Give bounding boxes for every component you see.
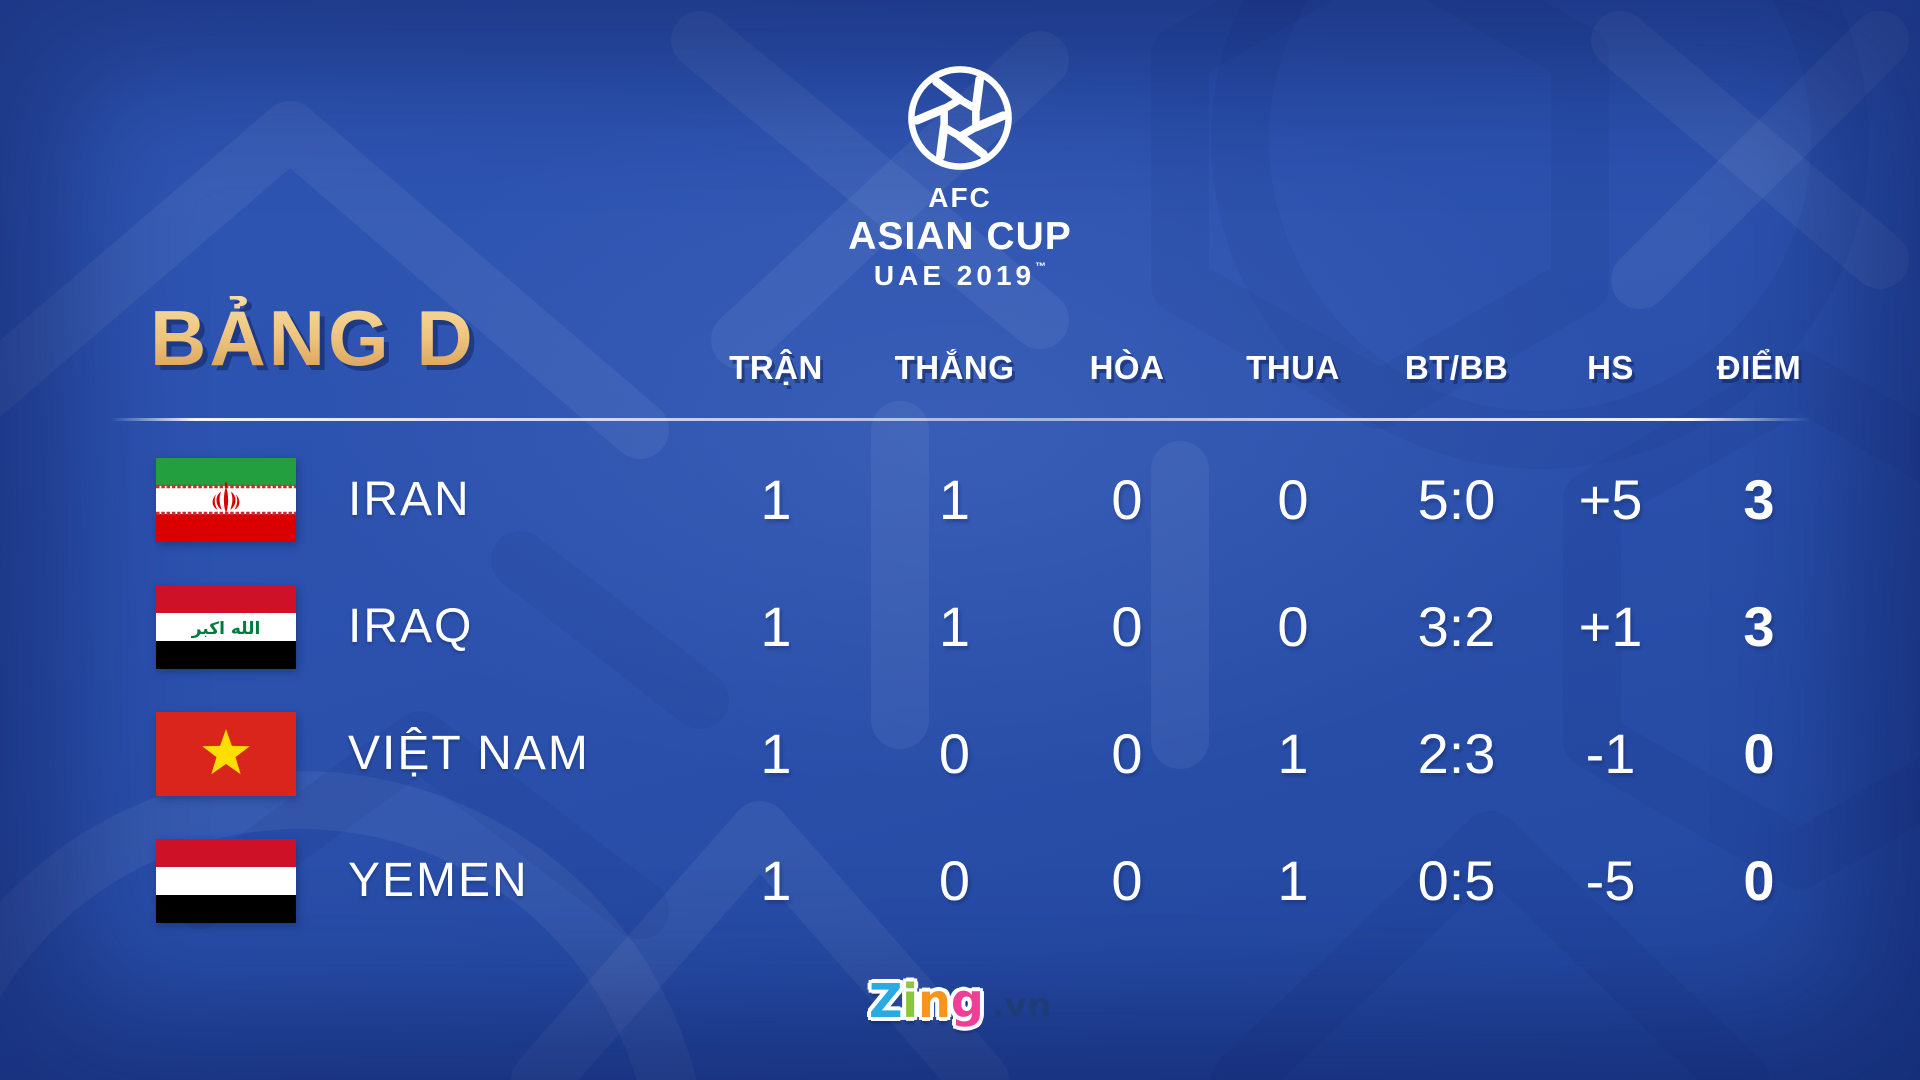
zing-letter-i: i bbox=[902, 974, 919, 1028]
cell-lost: 0 bbox=[1277, 468, 1309, 531]
cell-goals: 2:3 bbox=[1417, 722, 1496, 785]
header-goals: BT/BB bbox=[1404, 349, 1509, 386]
cell-goal-diff: -1 bbox=[1585, 722, 1636, 785]
cell-drawn: 0 bbox=[1111, 722, 1143, 785]
zing-letter-g: g bbox=[950, 974, 984, 1028]
logo-asian-cup-text: ASIAN CUP bbox=[848, 215, 1072, 258]
cell-played: 1 bbox=[760, 595, 792, 658]
table-row-iran: IRAN 1 1 0 0 5:0 +5 3 bbox=[156, 436, 1835, 563]
vietnam-star bbox=[202, 728, 250, 774]
header-lost: THUA bbox=[1246, 349, 1340, 386]
logo-afc-text: AFC bbox=[928, 182, 992, 213]
tournament-logo: AFC ASIAN CUP UAE 2019™ bbox=[0, 64, 1920, 290]
team-name: YEMEN bbox=[348, 854, 529, 907]
cell-goals: 0:5 bbox=[1417, 849, 1496, 912]
trademark-symbol: ™ bbox=[1035, 261, 1047, 273]
table-row-iraq: الله اكبر IRAQ 1 1 0 0 3:2 +1 3 bbox=[156, 563, 1835, 690]
cell-points: 3 bbox=[1743, 595, 1775, 658]
cell-points: 0 bbox=[1743, 722, 1775, 785]
cell-played: 1 bbox=[760, 722, 792, 785]
table-row-yemen: YEMEN 1 0 0 1 0:5 -5 0 bbox=[156, 817, 1835, 944]
yemen-flag bbox=[156, 838, 296, 923]
zing-letter-z: Z bbox=[868, 974, 903, 1028]
team-name: IRAN bbox=[348, 473, 471, 526]
table-header-row: TRẬN THẮNG HÒA THUA BT/BB HS ĐIỂM bbox=[156, 330, 1835, 406]
cell-goals: 5:0 bbox=[1417, 468, 1496, 531]
header-played: TRẬN bbox=[729, 349, 823, 386]
soccer-ball-icon bbox=[908, 66, 1012, 170]
cell-points: 0 bbox=[1743, 849, 1775, 912]
cell-goals: 3:2 bbox=[1417, 595, 1496, 658]
cell-won: 1 bbox=[938, 595, 971, 658]
cell-lost: 1 bbox=[1277, 849, 1309, 912]
cell-goal-diff: +5 bbox=[1578, 468, 1643, 531]
cell-drawn: 0 bbox=[1111, 849, 1143, 912]
header-divider bbox=[110, 418, 1810, 421]
team-name: VIỆT NAM bbox=[348, 727, 590, 780]
cell-lost: 1 bbox=[1277, 722, 1309, 785]
cell-goal-diff: -5 bbox=[1585, 849, 1636, 912]
cell-won: 0 bbox=[938, 722, 971, 785]
cell-played: 1 bbox=[760, 849, 792, 912]
logo-edition-text: UAE 2019™ bbox=[873, 260, 1047, 291]
zing-domain: .vn bbox=[991, 986, 1052, 1026]
header-points: ĐIỂM bbox=[1716, 349, 1802, 386]
cell-played: 1 bbox=[760, 468, 792, 531]
team-name: IRAQ bbox=[348, 600, 474, 653]
iraq-flag: الله اكبر bbox=[156, 584, 296, 669]
header-goal-diff: HS bbox=[1587, 349, 1634, 386]
standings-table: TRẬN THẮNG HÒA THUA BT/BB HS ĐIỂM bbox=[110, 330, 1835, 944]
zing-letter-n: n bbox=[918, 974, 951, 1028]
header-drawn: HÒA bbox=[1089, 349, 1165, 386]
cell-drawn: 0 bbox=[1111, 468, 1143, 531]
cell-won: 1 bbox=[938, 468, 971, 531]
cell-points: 3 bbox=[1743, 468, 1775, 531]
group-title: BẢNG D bbox=[150, 294, 476, 382]
zing-vn-logo: Z i n g .vn bbox=[0, 978, 1920, 1026]
vietnam-flag bbox=[156, 711, 296, 796]
cell-lost: 0 bbox=[1277, 595, 1309, 658]
iran-flag bbox=[156, 457, 296, 542]
iraq-flag-script: الله اكبر bbox=[191, 619, 261, 639]
header-won: THẮNG bbox=[894, 349, 1015, 386]
table-row-vietnam: VIỆT NAM 1 0 0 1 2:3 -1 0 bbox=[156, 690, 1835, 817]
cell-won: 0 bbox=[938, 849, 971, 912]
cell-drawn: 0 bbox=[1111, 595, 1143, 658]
cell-goal-diff: +1 bbox=[1578, 595, 1643, 658]
table-body: IRAN 1 1 0 0 5:0 +5 3 الله اكبر IRAQ 1 bbox=[156, 436, 1835, 944]
